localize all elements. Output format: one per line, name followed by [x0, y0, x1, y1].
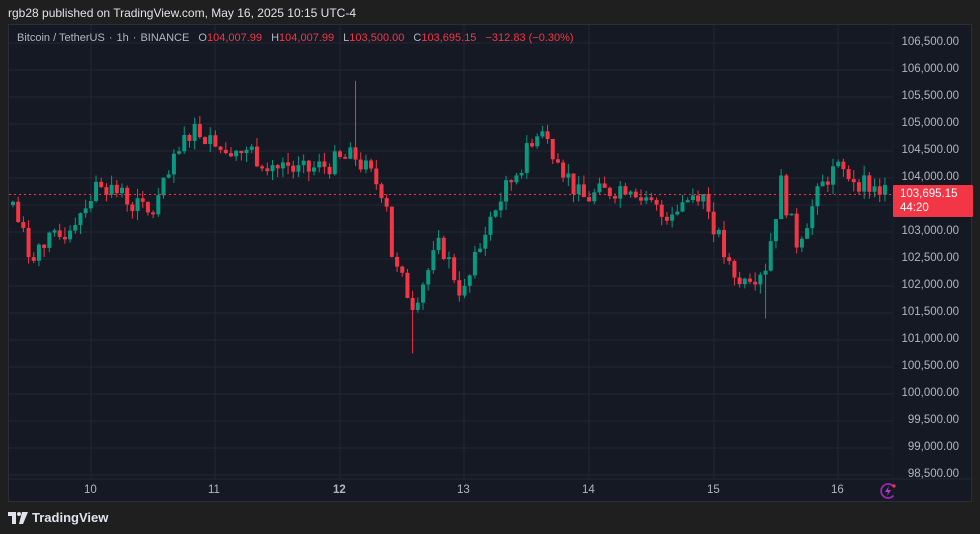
- high-value: 104,007.99: [279, 32, 335, 44]
- interval[interactable]: 1h: [116, 32, 129, 44]
- tradingview-logo[interactable]: TradingView: [8, 510, 108, 525]
- price-tick-label: 105,000.00: [901, 117, 959, 129]
- bar-countdown: 44:20: [900, 202, 929, 214]
- high-label: H: [271, 32, 280, 44]
- symbol-name[interactable]: Bitcoin / TetherUS: [17, 32, 105, 44]
- price-tick-label: 102,000.00: [901, 279, 959, 291]
- price-tick-label: 106,000.00: [901, 63, 959, 75]
- price-tick-label: 103,000.00: [901, 225, 959, 237]
- price-tick-label: 99,500.00: [907, 414, 959, 426]
- price-tick-label: 101,500.00: [901, 306, 959, 318]
- time-tick-label: 12: [333, 484, 346, 496]
- last-price-tag: 103,695.15 44:20: [893, 185, 973, 217]
- ohlc-legend: Bitcoin / TetherUS · 1h · BINANCE O104,007.9…: [17, 32, 574, 44]
- price-tick-label: 98,500.00: [907, 468, 959, 480]
- price-tick-label: 100,000.00: [901, 387, 959, 399]
- price-tick-label: 102,500.00: [901, 252, 959, 264]
- tradingview-brand: TradingView: [32, 510, 109, 525]
- price-tick-label: 101,000.00: [901, 333, 959, 345]
- open-value: 104,007.99: [206, 32, 263, 44]
- time-tick-label: 10: [84, 484, 97, 496]
- exchange: BINANCE: [140, 32, 190, 44]
- lightning-icon[interactable]: [878, 481, 898, 501]
- close-value: 103,695.15: [421, 32, 477, 44]
- time-tick-label: 11: [208, 484, 220, 496]
- time-tick-label: 13: [457, 484, 470, 496]
- price-tick-label: 106,500.00: [901, 36, 959, 48]
- time-tick-label: 15: [707, 484, 720, 496]
- price-tick-label: 100,500.00: [901, 360, 959, 372]
- last-price: 103,695.15: [900, 188, 958, 200]
- time-tick-label: 16: [831, 484, 844, 496]
- open-label: O: [198, 32, 207, 44]
- candlestick-plot[interactable]: [9, 25, 973, 503]
- low-value: 103,500.00: [349, 32, 405, 44]
- time-tick-label: 14: [582, 484, 595, 496]
- low-label: L: [343, 32, 350, 44]
- tradingview-logo-icon: [8, 511, 28, 524]
- close-label: C: [413, 32, 422, 44]
- price-tick-label: 99,000.00: [907, 441, 959, 453]
- change-value: −312.83 (−0.30%): [485, 32, 574, 44]
- price-tick-label: 105,500.00: [901, 90, 959, 102]
- published-caption: rgb28 published on TradingView.com, May …: [8, 6, 356, 20]
- chart-frame[interactable]: Bitcoin / TetherUS · 1h · BINANCE O104,007.9…: [8, 24, 973, 503]
- price-tick-label: 104,000.00: [901, 171, 959, 183]
- price-tick-label: 104,500.00: [901, 144, 959, 156]
